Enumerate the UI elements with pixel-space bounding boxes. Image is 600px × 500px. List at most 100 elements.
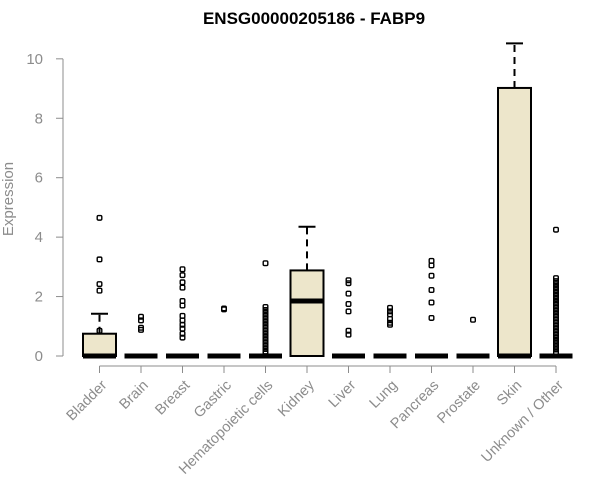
box-liver [332, 277, 365, 359]
outlier-point [262, 321, 269, 328]
box-body [82, 332, 117, 357]
outlier-point [553, 325, 560, 332]
outlier-point [179, 330, 186, 337]
outlier-point [553, 316, 560, 323]
x-tick-label: Bladder [64, 377, 111, 424]
outlier-point [553, 275, 560, 282]
y-tick-label: 4 [35, 229, 43, 246]
outlier-point [553, 328, 560, 335]
outlier-point [553, 340, 560, 347]
outlier-point [553, 310, 560, 317]
outlier-point [262, 324, 269, 331]
outlier-point [345, 277, 352, 284]
x-tick-label: Breast [152, 378, 193, 419]
box-prostate [456, 316, 490, 359]
outlier-point [179, 334, 186, 341]
y-tick-label: 0 [35, 348, 43, 365]
outlier-point [345, 331, 352, 338]
outlier-point [553, 284, 560, 291]
outlier-point [96, 256, 103, 263]
x-tick-label: Liver [326, 377, 360, 411]
outlier-point [553, 307, 560, 314]
y-axis-label: Expression [0, 162, 17, 236]
y-axis: 0 2 4 6 8 10 [26, 51, 64, 365]
outlier-point [262, 315, 269, 322]
outlier-point [96, 281, 103, 288]
outlier-point [137, 317, 144, 324]
outlier-point [179, 266, 186, 273]
outlier-point [553, 313, 560, 320]
outlier-point [428, 272, 435, 279]
x-tick-label: Lung [367, 378, 401, 412]
y-tick-label: 6 [35, 170, 43, 187]
outlier-point [262, 309, 269, 316]
outlier-point [345, 300, 352, 307]
outlier-point [387, 315, 394, 322]
outlier-point [553, 292, 560, 299]
outlier-point [553, 349, 560, 356]
outlier-point [387, 304, 394, 311]
outlier-point [553, 278, 560, 285]
outlier-point [262, 342, 269, 349]
outlier-point [345, 327, 352, 334]
box-body [497, 86, 532, 358]
outlier-point [137, 326, 144, 333]
outlier-point [553, 226, 560, 233]
outlier-point [553, 301, 560, 308]
outlier-point [262, 260, 269, 267]
x-tick-label: Skin [494, 378, 525, 409]
outlier-point [553, 295, 560, 302]
box-lung [373, 304, 407, 359]
outlier-point [96, 327, 103, 334]
outlier-point [345, 280, 352, 287]
x-tick-label: Brain [117, 378, 152, 413]
outlier-point [262, 303, 269, 310]
outlier-point [179, 284, 186, 291]
outlier-point [428, 262, 435, 269]
outlier-point [345, 290, 352, 297]
box-group [82, 42, 573, 359]
box-pancreas [415, 257, 448, 359]
outlier-point [553, 343, 560, 350]
outlier-point [96, 287, 103, 294]
outlier-point [428, 299, 435, 306]
box-skin [497, 42, 532, 359]
box-unknown-other [539, 226, 573, 359]
outlier-point [137, 313, 144, 320]
outlier-point [470, 316, 477, 323]
outlier-point [387, 321, 394, 328]
outlier-point [262, 350, 269, 357]
outlier-point [179, 279, 186, 286]
outlier-point [553, 322, 560, 329]
outlier-point [179, 325, 186, 332]
outlier-point [428, 287, 435, 294]
y-tick-label: 10 [26, 51, 43, 68]
outlier-point [553, 290, 560, 297]
chart-title: ENSG00000205186 - FABP9 [203, 9, 425, 28]
y-tick-label: 2 [35, 289, 43, 306]
outlier-point [262, 336, 269, 343]
x-tick-label: Kidney [275, 377, 318, 420]
box-hematopoietic-cells [249, 260, 282, 359]
outlier-point [553, 287, 560, 294]
outlier-point [387, 308, 394, 315]
outlier-point [553, 281, 560, 288]
outlier-point [428, 314, 435, 321]
box-brain [124, 313, 158, 359]
outlier-point [262, 318, 269, 325]
outlier-point [553, 331, 560, 338]
outlier-point [262, 333, 269, 340]
outlier-point [553, 334, 560, 341]
box-gastric [207, 305, 241, 359]
outlier-point [345, 308, 352, 315]
outlier-point [179, 272, 186, 279]
outlier-point [179, 321, 186, 328]
outlier-point [553, 337, 560, 344]
outlier-point [96, 214, 103, 221]
outlier-point [553, 346, 560, 353]
y-tick-label: 8 [35, 110, 43, 127]
outlier-point [220, 306, 227, 313]
outlier-point [262, 312, 269, 319]
outlier-point [262, 330, 269, 337]
